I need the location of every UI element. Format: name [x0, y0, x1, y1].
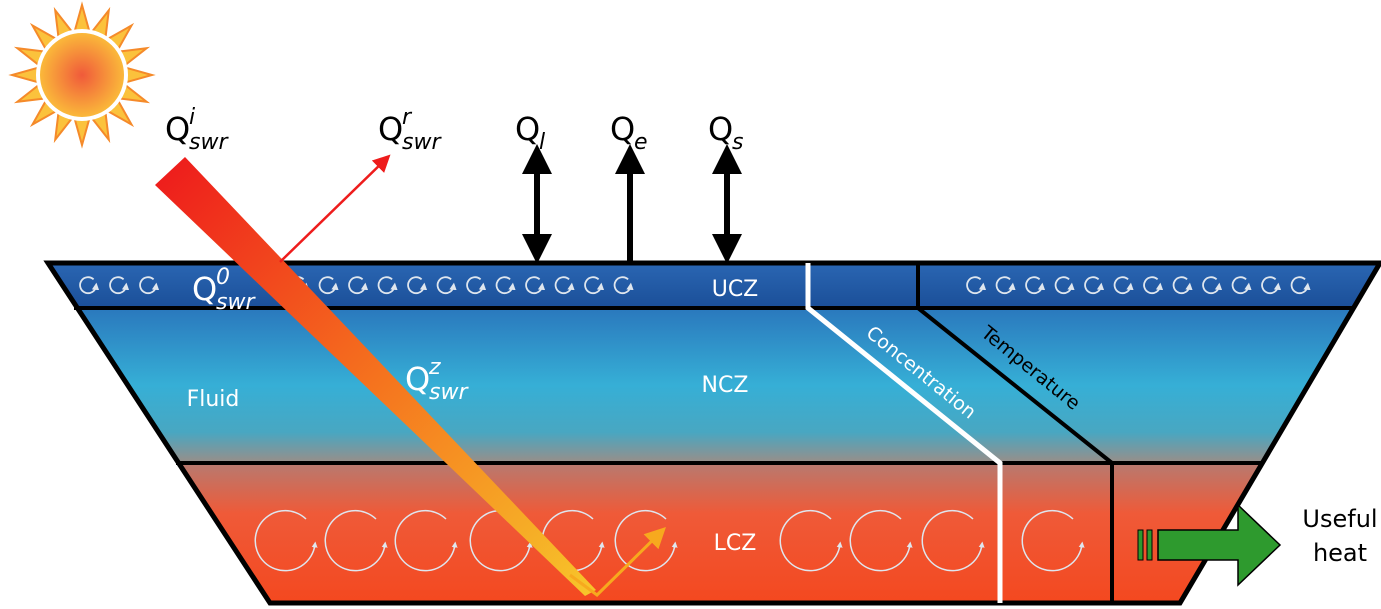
flux-superscript: r: [402, 105, 413, 130]
flux-superscript: z: [428, 355, 441, 380]
reflected-arrow: [280, 157, 388, 262]
flux-symbol: Q: [378, 110, 403, 148]
flux-symbol: Q: [405, 360, 430, 398]
flux-symbol: Q: [515, 110, 540, 148]
flux-subscript: s: [732, 130, 743, 155]
flux-symbol: Q: [192, 270, 217, 308]
flux-label: Qe: [610, 110, 648, 155]
solar-pond-diagram: Useful heat UCZ NCZ LCZ Fluid Concentrat…: [0, 0, 1381, 609]
sun-ray: [125, 68, 152, 83]
fluid-label: Fluid: [187, 387, 240, 412]
zone-label: UCZ: [712, 277, 759, 302]
flux-subscript: e: [634, 130, 648, 155]
sun-ray: [75, 5, 90, 32]
sun: [12, 5, 152, 145]
flux-superscript: 0: [216, 265, 230, 290]
sun-disc: [38, 31, 126, 119]
flux-subscript: swr: [402, 130, 442, 155]
flux-label: Qs: [708, 110, 743, 155]
flux-symbol: Q: [165, 110, 190, 148]
flux-subscript: swr: [429, 380, 469, 405]
output-label: Useful: [1302, 505, 1377, 533]
flux-symbol: Q: [610, 110, 635, 148]
zone-label: LCZ: [714, 531, 757, 556]
flux-superscript: i: [189, 105, 195, 130]
flux-symbol: Q: [708, 110, 733, 148]
sun-ray: [12, 68, 39, 83]
flux-subscript: swr: [216, 290, 256, 315]
output-label: heat: [1313, 539, 1367, 567]
sun-ray: [75, 118, 90, 145]
flux-subscript: l: [539, 130, 545, 155]
flux-subscript: swr: [189, 130, 229, 155]
flux-label: Ql: [515, 110, 545, 155]
zone-label: NCZ: [702, 373, 749, 398]
